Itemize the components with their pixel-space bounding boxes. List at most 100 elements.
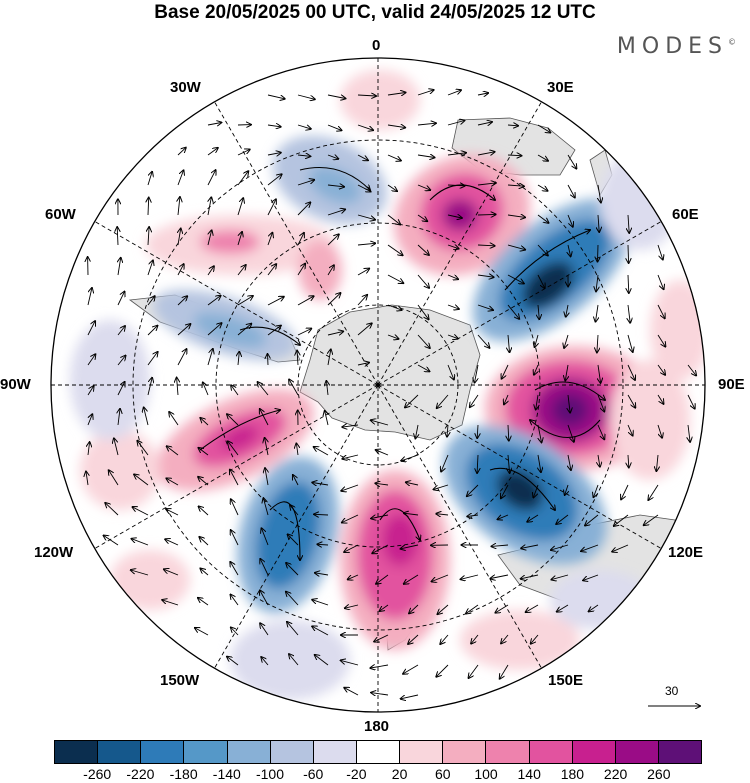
wind-vector-arrow <box>597 334 598 352</box>
wind-vector-arrow <box>387 244 403 255</box>
wind-vector-arrow <box>404 574 419 584</box>
wind-vector-arrow <box>265 468 268 486</box>
wind-vector-arrow <box>137 441 149 456</box>
wind-vector-arrow <box>326 381 328 396</box>
wind-vector-arrow <box>177 324 190 336</box>
wind-vector-arrow <box>167 446 179 456</box>
colorbar-swatch <box>55 741 99 763</box>
wind-vector-arrow <box>267 174 282 186</box>
longitude-label-120w: 120W <box>34 544 74 561</box>
wind-vector-arrow <box>656 454 658 471</box>
wind-vector-arrow <box>117 382 125 396</box>
map-boundary <box>50 57 706 713</box>
wind-vector-arrow <box>501 634 509 643</box>
wind-vector-arrow <box>498 514 509 519</box>
wind-vector-arrow <box>371 420 389 426</box>
wind-vector-arrow <box>147 326 157 336</box>
wind-vector-arrow <box>436 514 449 515</box>
wind-vector-arrow <box>207 349 213 366</box>
longitude-label-30e: 30E <box>547 79 574 96</box>
wind-vector-arrow <box>208 230 212 246</box>
wind-vector-arrow <box>357 295 367 306</box>
wind-vector-arrow <box>237 198 243 216</box>
wind-vector-arrow <box>357 154 368 160</box>
wind-vector-arrow <box>327 293 341 306</box>
wind-vector-arrow <box>533 484 539 497</box>
wind-vector-arrow <box>327 94 345 99</box>
wind-vector-arrow <box>344 544 359 552</box>
wind-vector-arrow <box>105 503 119 516</box>
wind-vector-arrow <box>289 654 299 666</box>
wind-vector-arrow <box>227 657 239 666</box>
colorbar-swatch <box>356 741 401 763</box>
wind-vector-arrow <box>440 634 449 644</box>
colorbar-swatch <box>270 741 314 763</box>
wind-vector-arrow <box>568 454 571 470</box>
wind-vector-arrow <box>370 665 389 668</box>
wind-vector-arrow <box>657 394 664 404</box>
wind-vector-arrow <box>467 484 479 496</box>
wind-vector-arrow <box>477 454 478 473</box>
wind-vector-arrow <box>387 154 401 161</box>
wind-vector-arrow <box>441 454 449 472</box>
wind-vector-arrow <box>296 444 298 456</box>
wind-vector-arrow <box>387 184 397 191</box>
wind-vector-arrow <box>312 600 329 606</box>
wind-vector-arrow <box>598 244 599 262</box>
wind-vector-arrow <box>286 592 299 606</box>
wind-vector-arrow <box>230 470 239 486</box>
wind-vector-arrow <box>387 274 403 283</box>
wind-vector-arrow <box>467 515 479 517</box>
colorbar-tick-label: -140 <box>212 766 241 782</box>
wind-vector-arrow <box>597 424 604 439</box>
wind-vector-arrow <box>293 475 299 486</box>
wind-vector-arrow <box>344 688 359 696</box>
wind-vector-arrow <box>401 544 419 549</box>
wind-vector-arrow <box>500 664 509 679</box>
wind-vector-arrow <box>447 185 465 186</box>
wind-vector-arrow <box>568 244 571 256</box>
wind-vector-arrow <box>327 155 338 159</box>
wind-vector-arrow <box>507 155 521 156</box>
colorbar-tick-label: 260 <box>647 766 671 782</box>
wind-vector-arrow <box>261 657 269 666</box>
wind-vector-arrow <box>328 350 331 366</box>
wind-vector-arrow <box>327 331 343 335</box>
wind-vector-arrow <box>237 265 246 276</box>
wind-vector-arrow <box>477 245 495 246</box>
longitude-label-150w: 150W <box>160 672 200 689</box>
wind-vector-arrow <box>477 275 494 277</box>
wind-vector-arrow <box>627 424 633 436</box>
wind-vector-arrow <box>144 408 149 426</box>
wind-vector-arrow <box>104 536 119 546</box>
wind-vector-arrow <box>567 154 576 169</box>
wind-vector-arrow <box>566 304 568 317</box>
wind-vector-arrow <box>447 424 448 437</box>
wind-vector-arrow <box>237 171 248 186</box>
wind-vector-arrow <box>199 448 209 456</box>
wind-vector-arrow <box>648 484 659 500</box>
wind-vector-arrow <box>628 244 629 263</box>
wind-vector-arrow <box>87 354 95 366</box>
wind-vector-arrow <box>297 329 311 336</box>
colorbar-tick-label: 140 <box>517 766 541 782</box>
wind-vector-arrow <box>118 258 121 276</box>
wind-vector-arrow <box>621 484 629 499</box>
wind-vector-arrow <box>260 409 269 426</box>
longitude-label-180: 180 <box>364 718 390 735</box>
wind-vector-arrow <box>260 559 269 576</box>
wind-vector-arrow <box>417 334 430 348</box>
colorbar-swatch <box>615 741 659 763</box>
wind-vector-arrow <box>267 297 284 306</box>
wind-vector-arrow <box>314 447 329 456</box>
wind-vector-arrow <box>297 180 314 186</box>
wind-vector-arrow <box>357 184 371 192</box>
wind-vector-arrow <box>477 152 495 155</box>
wind-vector-arrow <box>297 264 305 276</box>
wind-vector-arrow <box>287 622 299 636</box>
wind-vector-arrow <box>537 424 542 442</box>
wind-vector-arrow <box>477 424 478 438</box>
wind-vector-arrow <box>148 227 149 246</box>
wind-vector-arrow <box>325 411 328 426</box>
wind-vector-arrow <box>327 234 339 246</box>
